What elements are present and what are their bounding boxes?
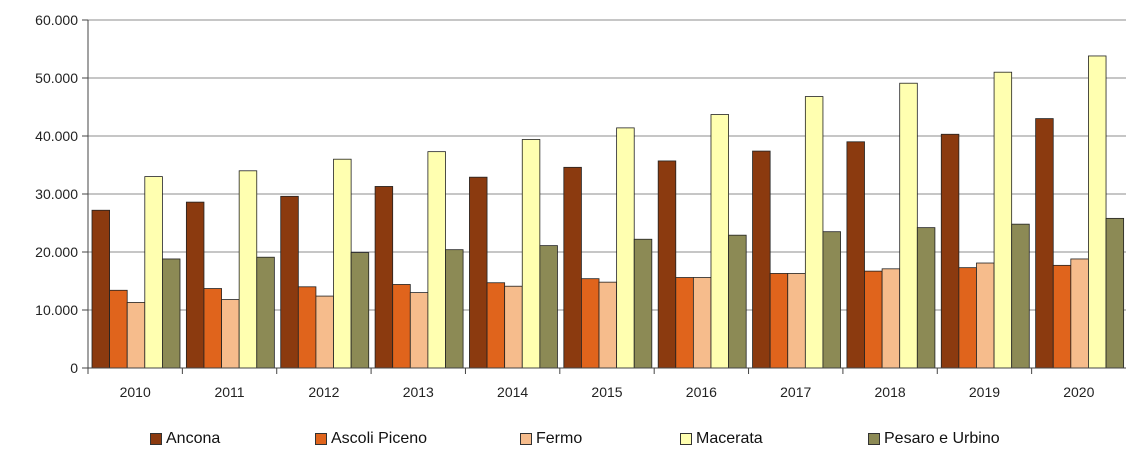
legend-label: Fermo — [536, 430, 583, 447]
bar-fermo-2012 — [315, 295, 334, 369]
bar-ancona-2017 — [752, 150, 771, 369]
bar-macerata-2020 — [1088, 55, 1107, 369]
legend-label: Ancona — [166, 430, 221, 447]
bar-ancona-2014 — [469, 176, 488, 369]
bar-fermo-2015 — [598, 281, 618, 369]
legend: Ancona Ascoli Piceno Fermo Macerata Pesaro e… — [0, 428, 1126, 450]
y-axis: 0 10.000 20.000 30.000 40.000 50.000 60.000 — [35, 12, 89, 376]
y-tick-label: 50.000 — [35, 70, 78, 86]
bar-macerata-2012 — [333, 158, 352, 369]
bar-pesaro-e-urbino-2015 — [633, 238, 653, 369]
bar-macerata-2015 — [616, 127, 635, 369]
bars — [91, 55, 1125, 369]
legend-item-fermo: Fermo — [520, 430, 582, 448]
bar-fermo-2020 — [1070, 258, 1089, 369]
bar-ascoli-piceno-2017 — [769, 273, 789, 369]
bar-ancona-2013 — [374, 186, 394, 369]
bar-pesaro-e-urbino-2010 — [161, 258, 181, 369]
bar-ascoli-piceno-2016 — [675, 277, 694, 369]
bar-pesaro-e-urbino-2017 — [822, 231, 841, 369]
y-tick-label: 20.000 — [35, 244, 78, 260]
bar-macerata-2014 — [521, 139, 541, 369]
x-tick-label: 2019 — [969, 384, 1000, 400]
bar-ancona-2016 — [657, 160, 677, 369]
x-tick-label: 2010 — [120, 384, 151, 400]
bar-ancona-2015 — [563, 166, 582, 369]
bar-fermo-2014 — [504, 285, 523, 369]
legend-label: Ascoli Piceno — [331, 430, 428, 447]
bar-ascoli-piceno-2013 — [392, 284, 411, 369]
x-tick-label: 2020 — [1063, 384, 1094, 400]
legend-swatch — [680, 433, 692, 445]
x-axis: 2010 2011 2012 2013 2014 2015 2016 2017 2018 2019… — [87, 367, 1126, 400]
legend-item-pesaro-e-urbino: Pesaro e Urbino — [868, 430, 1000, 448]
bar-fermo-2013 — [409, 292, 429, 369]
bar-macerata-2018 — [899, 82, 918, 369]
legend-label: Macerata — [696, 430, 763, 447]
bar-fermo-2011 — [221, 299, 240, 369]
bar-chart: 0 10.000 20.000 30.000 40.000 50.000 60.000 20… — [35, 12, 1126, 400]
legend-swatch — [520, 433, 532, 445]
bar-pesaro-e-urbino-2012 — [350, 252, 370, 369]
bar-ascoli-piceno-2015 — [581, 278, 600, 369]
legend-swatch — [150, 433, 162, 445]
bar-ancona-2019 — [940, 133, 960, 369]
y-tick-label: 30.000 — [35, 186, 78, 202]
bar-macerata-2013 — [427, 151, 446, 369]
bar-ancona-2018 — [846, 141, 865, 369]
bar-pesaro-e-urbino-2020 — [1105, 217, 1125, 369]
bar-ancona-2012 — [280, 195, 299, 369]
x-tick-label: 2015 — [591, 384, 622, 400]
bar-ascoli-piceno-2014 — [486, 282, 506, 369]
x-tick-label: 2016 — [686, 384, 717, 400]
x-tick-label: 2017 — [780, 384, 811, 400]
legend-swatch — [868, 433, 880, 445]
legend-item-ancona: Ancona — [150, 430, 220, 448]
bar-pesaro-e-urbino-2016 — [728, 234, 747, 369]
bar-pesaro-e-urbino-2019 — [1011, 223, 1030, 369]
bar-fermo-2019 — [976, 262, 995, 369]
x-tick-label: 2013 — [403, 384, 434, 400]
bar-pesaro-e-urbino-2018 — [916, 227, 936, 369]
bar-macerata-2010 — [144, 176, 163, 369]
bar-macerata-2011 — [238, 170, 258, 369]
bar-ascoli-piceno-2012 — [297, 286, 317, 369]
bar-pesaro-e-urbino-2014 — [539, 245, 558, 369]
bar-fermo-2016 — [692, 277, 712, 369]
x-tick-label: 2018 — [875, 384, 906, 400]
legend-item-macerata: Macerata — [680, 430, 763, 448]
legend-swatch — [315, 433, 327, 445]
bar-ascoli-piceno-2020 — [1052, 264, 1072, 369]
bar-ancona-2011 — [185, 201, 205, 369]
bar-fermo-2018 — [881, 268, 901, 369]
y-tick-label: 60.000 — [35, 12, 78, 28]
bar-ascoli-piceno-2019 — [958, 267, 977, 369]
bar-ascoli-piceno-2010 — [109, 289, 128, 369]
x-tick-label: 2014 — [497, 384, 528, 400]
bar-ascoli-piceno-2018 — [864, 270, 883, 369]
x-tick-label: 2012 — [308, 384, 339, 400]
x-tick-label: 2011 — [214, 384, 244, 400]
y-tick-label: 40.000 — [35, 128, 78, 144]
bar-fermo-2017 — [787, 273, 806, 369]
legend-item-ascoli-piceno: Ascoli Piceno — [315, 430, 427, 448]
bar-ancona-2010 — [91, 209, 111, 369]
bar-pesaro-e-urbino-2011 — [256, 256, 275, 369]
bar-macerata-2019 — [993, 71, 1013, 369]
bar-ancona-2020 — [1035, 118, 1054, 369]
bar-ascoli-piceno-2011 — [203, 288, 222, 369]
y-tick-label: 0 — [70, 360, 78, 376]
bar-pesaro-e-urbino-2013 — [445, 249, 464, 369]
y-tick-label: 10.000 — [35, 302, 78, 318]
bar-fermo-2010 — [126, 302, 146, 369]
bar-macerata-2016 — [710, 114, 729, 369]
bar-macerata-2017 — [804, 96, 824, 369]
legend-label: Pesaro e Urbino — [884, 430, 1000, 447]
